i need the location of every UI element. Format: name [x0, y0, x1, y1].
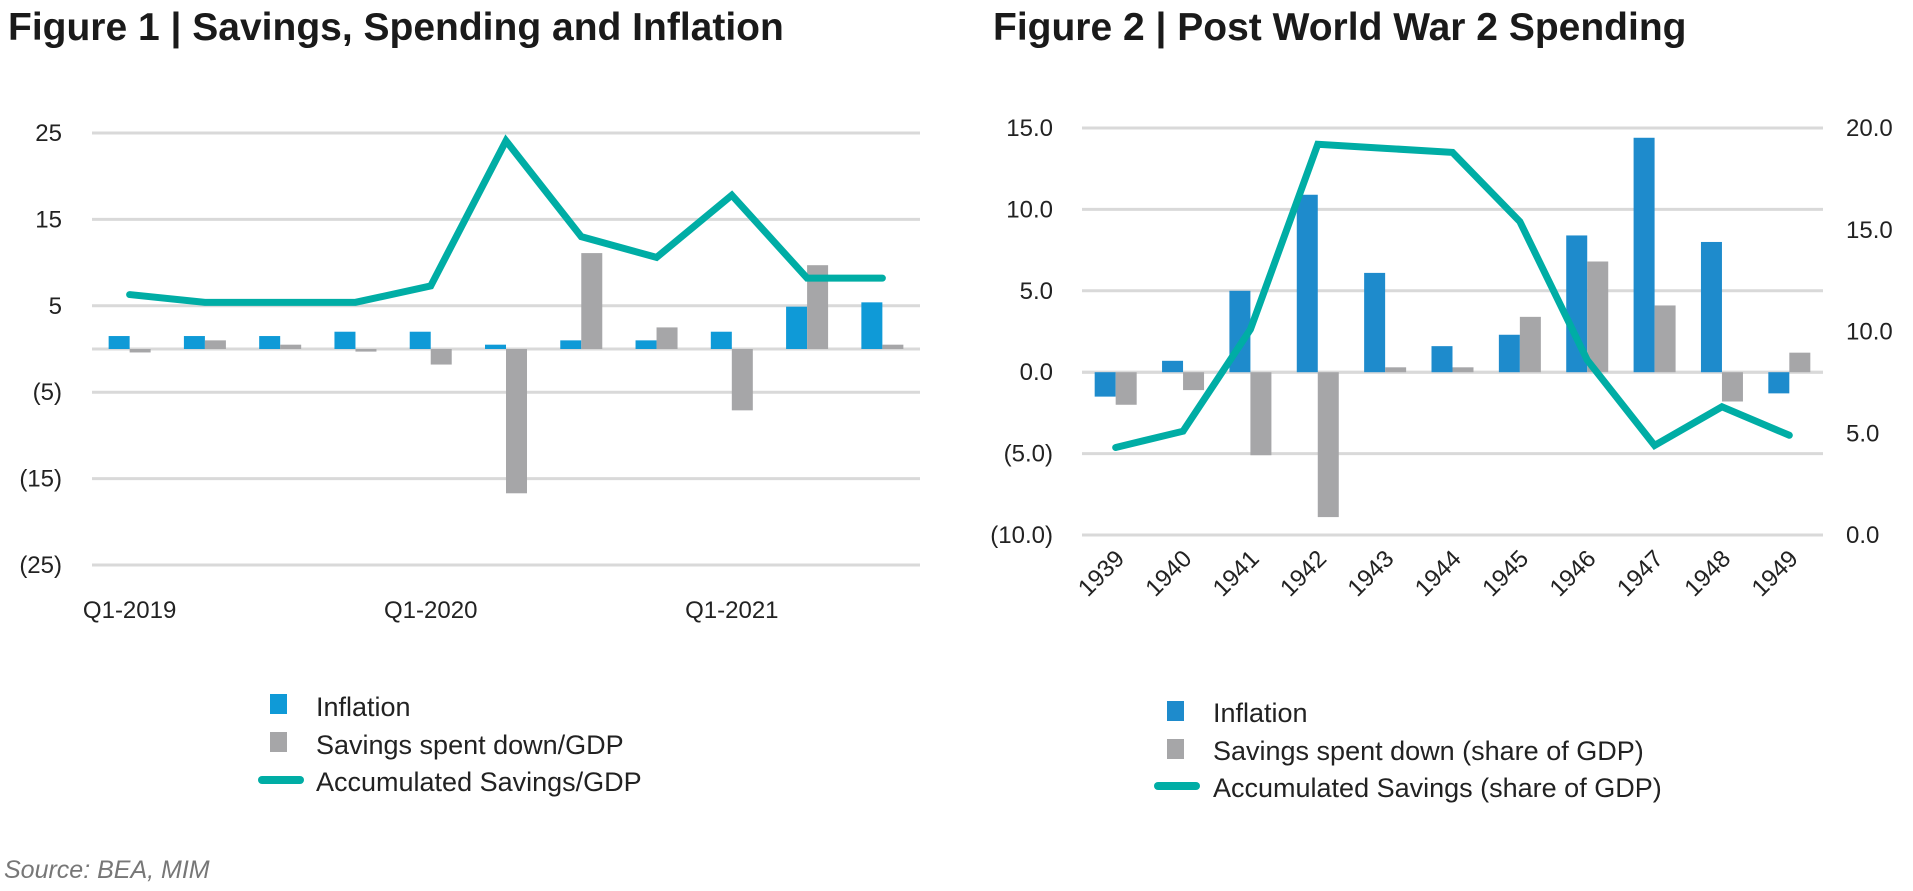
savings-bar: [1452, 367, 1474, 373]
x-tick-label: 1948: [1679, 545, 1736, 602]
savings-bar: [1115, 372, 1137, 405]
savings-bar: [506, 349, 527, 494]
accumulated-savings-line: [1112, 140, 1793, 451]
savings-bar: [581, 253, 603, 349]
legend-swatch-inflation: [1167, 701, 1184, 721]
inflation-bar: [1700, 241, 1722, 373]
y2-tick-label: 10.0: [1846, 319, 1893, 346]
figure2-chart: 15.0 10.0 5.0 0.0 (5.0) (10.0) 20.0 15.0 10.0 5.0…: [990, 115, 1892, 602]
savings-bar: [280, 344, 302, 349]
x-tick-label: 1940: [1140, 545, 1197, 602]
figure2-title: Figure 2 | Post World War 2 Spending: [993, 6, 1686, 49]
savings-bar: [430, 349, 452, 365]
inflation-bar: [108, 336, 130, 349]
savings-bar: [1519, 316, 1541, 373]
savings-bar: [355, 349, 377, 352]
x-tick-label: 1946: [1545, 545, 1602, 602]
y-tick-label: (15): [19, 466, 62, 493]
figure1-chart: 25 15 5 (5) (15) (25) Q1-2019 Q1-2020 Q1-2021: [19, 120, 920, 624]
inflation-bar: [861, 302, 883, 349]
savings-bar: [1789, 352, 1811, 373]
y-tick-label: 5: [49, 293, 62, 320]
x-tick-label: Q1-2021: [685, 597, 778, 624]
inflation-bar: [1094, 372, 1116, 397]
savings-bar: [882, 344, 904, 349]
legend-label-inflation: Inflation: [316, 692, 411, 722]
inflation-bar: [1498, 334, 1520, 373]
legend-swatch-savings: [1167, 739, 1184, 759]
legend-swatch-savings: [270, 732, 287, 752]
inflation-bar: [786, 306, 808, 349]
figure1-title: Figure 1 | Savings, Spending and Inflati…: [8, 6, 784, 49]
figure1-legend: Inflation Savings spent down/GDP Accumul…: [258, 692, 642, 797]
x-tick-label: 1943: [1343, 545, 1400, 602]
inflation-bar: [183, 336, 205, 349]
savings-bar: [1183, 372, 1205, 391]
y2-tick-label: 20.0: [1846, 115, 1893, 142]
y-tick-label: (25): [19, 552, 62, 579]
savings-bar: [807, 265, 829, 349]
y-tick-label: (5.0): [1004, 441, 1053, 468]
y-tick-label: 0.0: [1020, 359, 1053, 386]
y2-tick-label: 0.0: [1846, 522, 1879, 549]
inflation-bar: [1566, 235, 1588, 373]
savings-bar: [656, 327, 678, 349]
savings-bar: [204, 340, 226, 349]
x-tick-label: 1949: [1747, 545, 1804, 602]
savings-bar: [1385, 367, 1407, 373]
inflation-bar: [1364, 272, 1386, 373]
legend-label-savings: Savings spent down/GDP: [316, 730, 624, 760]
x-tick-label: 1944: [1410, 545, 1467, 602]
inflation-bar: [485, 344, 506, 349]
figure2-legend: Inflation Savings spent down (share of G…: [1154, 698, 1662, 803]
savings-bar: [1721, 372, 1743, 402]
x-tick-label: Q1-2019: [83, 597, 176, 624]
legend-label-accumulated: Accumulated Savings (share of GDP): [1213, 773, 1662, 803]
y-tick-label: 5.0: [1020, 278, 1053, 305]
inflation-bar: [334, 331, 356, 349]
x-tick-label: 1941: [1208, 545, 1265, 602]
accumulated-savings-line: [126, 134, 886, 306]
inflation-bar: [259, 336, 281, 349]
legend-label-savings: Savings spent down (share of GDP): [1213, 736, 1644, 766]
savings-bar: [731, 349, 753, 411]
savings-bar: [1654, 305, 1676, 373]
x-tick-label: 1942: [1275, 545, 1332, 602]
inflation-bar: [1296, 194, 1318, 373]
y-tick-label: 15.0: [1006, 115, 1053, 142]
x-tick-label: Q1-2020: [384, 597, 477, 624]
y2-tick-label: 15.0: [1846, 217, 1893, 244]
x-tick-label: 1939: [1073, 545, 1130, 602]
x-tick-label: 1945: [1477, 545, 1534, 602]
inflation-bar: [1431, 346, 1453, 373]
savings-bar: [129, 349, 151, 353]
savings-bar: [1317, 372, 1339, 518]
savings-bar: [1587, 261, 1609, 373]
y-tick-label: 15: [35, 206, 62, 233]
savings-bar: [1250, 372, 1272, 456]
inflation-bar: [409, 331, 431, 349]
y-tick-label: (10.0): [990, 522, 1053, 549]
y-tick-label: 25: [35, 120, 62, 147]
y-tick-label: 10.0: [1006, 196, 1053, 223]
legend-swatch-inflation: [270, 694, 287, 714]
x-tick-label: 1947: [1612, 545, 1669, 602]
source-note: Source: BEA, MIM: [4, 856, 210, 884]
inflation-bar: [1162, 360, 1184, 373]
legend-label-accumulated: Accumulated Savings/GDP: [316, 767, 642, 797]
inflation-bar: [635, 340, 657, 349]
inflation-bar: [1633, 137, 1655, 373]
y2-tick-label: 5.0: [1846, 420, 1879, 447]
y-tick-label: (5): [33, 379, 62, 406]
inflation-bar: [560, 340, 582, 349]
legend-label-inflation: Inflation: [1213, 698, 1308, 728]
inflation-bar: [1768, 372, 1790, 394]
inflation-bar: [710, 331, 732, 349]
